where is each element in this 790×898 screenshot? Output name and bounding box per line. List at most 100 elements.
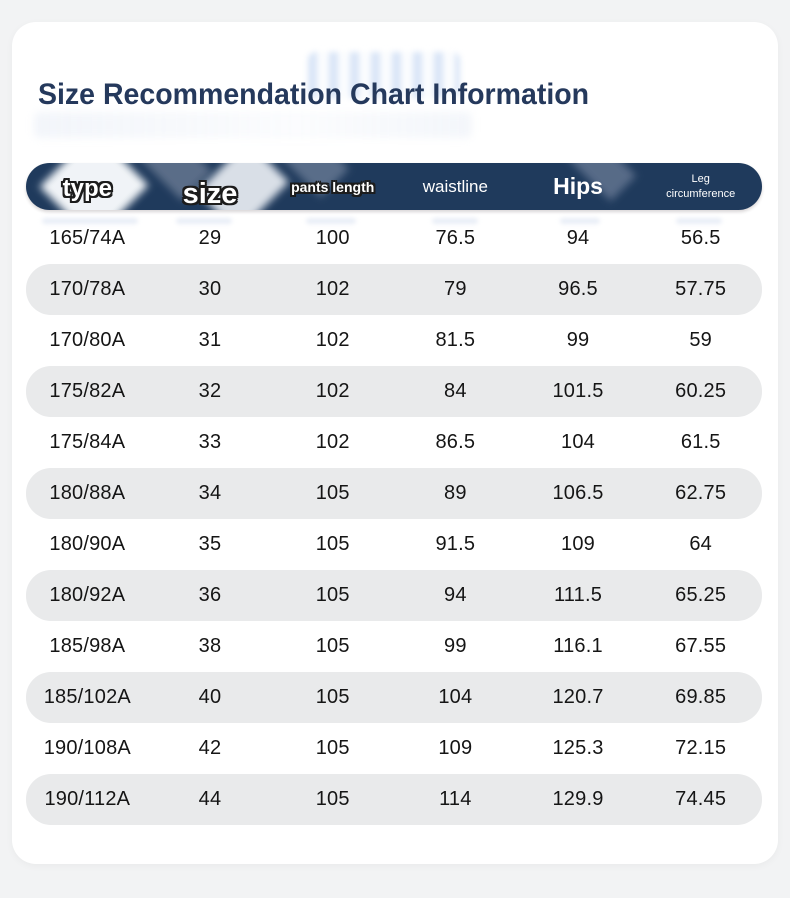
table-cell: 33	[198, 431, 222, 453]
column-header-label: pants length	[291, 178, 375, 195]
column-header-label: type	[62, 174, 113, 202]
table-cell: 175/82A	[49, 380, 126, 402]
table-cell: 105	[315, 788, 350, 810]
table-cell: 44	[198, 788, 222, 810]
table-cell: 109	[438, 737, 473, 759]
table-cell: 100	[315, 227, 350, 249]
table-header-row: type size pants length waistline Hips Le…	[26, 163, 762, 210]
table-cell: 67.55	[675, 635, 727, 657]
table-cell: 102	[315, 278, 350, 300]
table-cell: 94	[444, 584, 467, 606]
table-cell: 105	[315, 584, 350, 606]
table-cell: 76.5	[435, 227, 476, 249]
table-cell: 69.85	[675, 686, 727, 708]
table-cell: 106.5	[552, 482, 604, 504]
table-cell: 59	[689, 329, 713, 351]
table-body: 165/74A 29 100 76.5 94 56.5 170/78A 30 102 79 96.5…	[26, 213, 762, 825]
column-header-waistline: waistline	[394, 163, 517, 210]
table-cell: 185/98A	[49, 635, 126, 657]
table-cell: 57.75	[675, 278, 727, 300]
table-cell: 180/88A	[49, 482, 126, 504]
table-cell: 180/92A	[49, 584, 126, 606]
page-title: Size Recommendation Chart Information	[38, 78, 590, 111]
table-cell: 102	[315, 380, 350, 402]
size-chart-card: Size Recommendation Chart Information ty…	[12, 22, 778, 864]
table-cell: 109	[561, 533, 596, 555]
table-cell: 99	[566, 329, 590, 351]
table-cell: 185/102A	[43, 686, 131, 708]
table-row: 170/80A 31 102 81.5 99 59	[26, 315, 762, 366]
table-cell: 101.5	[552, 380, 604, 402]
ghost-smudge	[42, 218, 138, 224]
table-cell: 38	[198, 635, 222, 657]
table-cell: 84	[444, 380, 467, 402]
table-cell: 120.7	[552, 686, 604, 708]
table-cell: 125.3	[552, 737, 604, 759]
table-cell: 190/108A	[43, 737, 131, 759]
table-cell: 72.15	[675, 737, 727, 759]
table-row: 185/98A 38 105 99 116.1 67.55	[26, 621, 762, 672]
table-cell: 111.5	[553, 584, 603, 606]
translation-ghost-artifact	[34, 112, 472, 138]
table-cell: 180/90A	[49, 533, 126, 555]
table-cell: 105	[315, 635, 350, 657]
table-cell: 60.25	[675, 380, 727, 402]
table-cell: 94	[566, 227, 590, 249]
translation-ghost-artifact	[308, 52, 460, 98]
table-row: 165/74A 29 100 76.5 94 56.5	[26, 213, 762, 264]
column-header-size: size	[149, 163, 272, 210]
table-cell: 105	[315, 686, 350, 708]
table-row: 180/88A 34 105 89 106.5 62.75	[26, 468, 762, 519]
column-header-type: type	[26, 163, 149, 210]
ghost-smudge	[306, 218, 356, 224]
table-cell: 165/74A	[49, 227, 126, 249]
table-cell: 86.5	[435, 431, 476, 453]
table-cell: 62.75	[675, 482, 727, 504]
column-header-label: waistline	[422, 176, 488, 196]
column-header-pants-length: pants length	[271, 163, 394, 210]
table-cell: 56.5	[680, 227, 721, 249]
table-cell: 74.45	[675, 788, 727, 810]
table-cell: 61.5	[680, 431, 721, 453]
table-row: 190/108A 42 105 109 125.3 72.15	[26, 723, 762, 774]
table-row: 180/90A 35 105 91.5 109 64	[26, 519, 762, 570]
table-cell: 81.5	[435, 329, 476, 351]
table-cell: 64	[689, 533, 713, 555]
table-cell: 30	[198, 278, 222, 300]
table-cell: 104	[561, 431, 596, 453]
column-header-leg-circumference: Leg circumference	[639, 163, 762, 210]
column-header-label: Leg circumference	[666, 173, 736, 200]
table-cell: 99	[444, 635, 467, 657]
table-row: 175/82A 32 102 84 101.5 60.25	[26, 366, 762, 417]
table-cell: 105	[315, 482, 350, 504]
column-header-hips: Hips	[517, 163, 640, 210]
table-cell: 40	[198, 686, 222, 708]
table-cell: 170/80A	[49, 329, 126, 351]
table-cell: 36	[198, 584, 222, 606]
ghost-smudge	[176, 218, 232, 224]
column-header-label: size	[182, 178, 238, 210]
table-cell: 34	[198, 482, 222, 504]
ghost-smudge	[676, 218, 722, 224]
ghost-smudge	[432, 218, 478, 224]
table-cell: 102	[315, 329, 350, 351]
table-cell: 79	[444, 278, 467, 300]
ghost-smudge	[560, 218, 600, 224]
table-cell: 105	[315, 737, 350, 759]
table-row: 180/92A 36 105 94 111.5 65.25	[26, 570, 762, 621]
table-cell: 42	[198, 737, 222, 759]
table-row: 175/84A 33 102 86.5 104 61.5	[26, 417, 762, 468]
table-cell: 175/84A	[49, 431, 126, 453]
table-cell: 105	[315, 533, 350, 555]
table-row: 185/102A 40 105 104 120.7 69.85	[26, 672, 762, 723]
table-cell: 29	[198, 227, 222, 249]
column-header-label: Hips	[553, 173, 603, 199]
table-cell: 190/112A	[44, 788, 131, 810]
table-cell: 102	[315, 431, 350, 453]
table-cell: 116.1	[553, 635, 603, 657]
table-row: 190/112A 44 105 114 129.9 74.45	[26, 774, 762, 825]
table-cell: 89	[444, 482, 467, 504]
table-cell: 104	[438, 686, 473, 708]
table-cell: 96.5	[558, 278, 598, 300]
table-row: 170/78A 30 102 79 96.5 57.75	[26, 264, 762, 315]
